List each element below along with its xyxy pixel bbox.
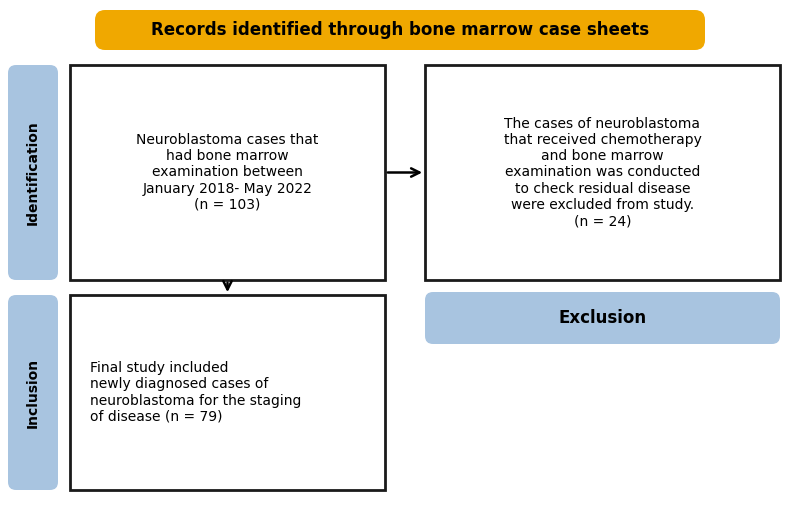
Text: Final study included
newly diagnosed cases of
neuroblastoma for the staging
of d: Final study included newly diagnosed cas… bbox=[90, 361, 302, 424]
Text: Neuroblastoma cases that
had bone marrow
examination between
January 2018- May 2: Neuroblastoma cases that had bone marrow… bbox=[136, 133, 318, 212]
FancyBboxPatch shape bbox=[8, 295, 58, 490]
Text: The cases of neuroblastoma
that received chemotherapy
and bone marrow
examinatio: The cases of neuroblastoma that received… bbox=[503, 117, 702, 228]
FancyBboxPatch shape bbox=[8, 65, 58, 280]
FancyBboxPatch shape bbox=[425, 292, 780, 344]
Text: Records identified through bone marrow case sheets: Records identified through bone marrow c… bbox=[151, 21, 649, 39]
Bar bbox=[70, 295, 385, 490]
Bar bbox=[70, 65, 385, 280]
Text: Identification: Identification bbox=[26, 120, 40, 225]
FancyBboxPatch shape bbox=[95, 10, 705, 50]
Text: Exclusion: Exclusion bbox=[558, 309, 646, 327]
Text: Inclusion: Inclusion bbox=[26, 358, 40, 428]
Bar bbox=[425, 65, 780, 280]
